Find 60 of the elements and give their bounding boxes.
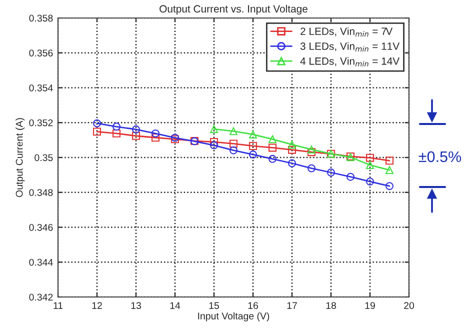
point <box>210 125 218 134</box>
x-tick-label: 19 <box>365 302 375 309</box>
point <box>386 156 394 165</box>
point <box>112 122 120 131</box>
point <box>366 161 374 169</box>
x-tick-label: 18 <box>326 302 336 309</box>
y-axis-title: Output Current (A) <box>16 118 25 198</box>
legend-label: 4 LEDs, Vin$_{min}$ = 14V <box>300 57 400 66</box>
y-tick-label: 0.342 <box>29 294 53 301</box>
point <box>327 168 335 176</box>
x-tick-label: 16 <box>248 302 258 309</box>
point <box>132 125 140 134</box>
point <box>132 132 140 140</box>
y-tick-label: 0.35 <box>34 154 53 162</box>
point <box>346 172 354 181</box>
point <box>230 146 238 154</box>
point <box>210 138 218 146</box>
x-axis-title: Input Voltage (V) <box>198 312 270 322</box>
point <box>93 119 101 128</box>
point <box>249 142 257 150</box>
y-tick-label: 0.344 <box>29 258 53 266</box>
y-tick-label: 0.354 <box>29 84 53 92</box>
y-tick-label: 0.352 <box>29 119 53 126</box>
point <box>249 130 257 138</box>
text: ±0.5% <box>418 151 462 162</box>
point <box>249 150 257 159</box>
point <box>210 141 218 150</box>
point <box>366 154 374 162</box>
x-tick-label: 11 <box>54 302 63 309</box>
point <box>230 127 238 136</box>
x-tick-label: 17 <box>287 302 297 309</box>
point <box>308 148 316 156</box>
x-tick-label: 13 <box>131 302 141 309</box>
point <box>308 145 316 154</box>
x-tick-label: 20 <box>404 302 414 309</box>
point <box>93 128 101 136</box>
point <box>288 140 296 149</box>
y-tick-label: 0.348 <box>29 189 53 196</box>
legend-label: 3 LEDs, Vin$_{min}$ = 11V <box>300 42 400 52</box>
x-tick-label: 15 <box>209 302 219 309</box>
point <box>268 154 276 163</box>
point <box>230 140 238 148</box>
y-tick-label: 0.346 <box>29 224 53 231</box>
point <box>366 178 374 186</box>
point <box>288 159 296 168</box>
point <box>268 144 276 152</box>
point <box>152 134 160 142</box>
y-tick-label: 0.358 <box>29 14 53 22</box>
point <box>386 166 394 174</box>
point <box>152 129 160 138</box>
x-tick-label: 14 <box>170 302 180 309</box>
legend-label: 2 LEDs, Vin$_{min}$ = 7V <box>300 27 393 37</box>
y-tick-label: 0.356 <box>29 50 53 56</box>
x-tick-label: 12 <box>92 302 102 309</box>
point <box>386 182 394 190</box>
point <box>112 129 120 138</box>
chart-title: Output Current vs. Input Voltage <box>160 4 308 15</box>
point <box>308 164 316 172</box>
point <box>268 135 276 144</box>
point <box>288 146 296 154</box>
